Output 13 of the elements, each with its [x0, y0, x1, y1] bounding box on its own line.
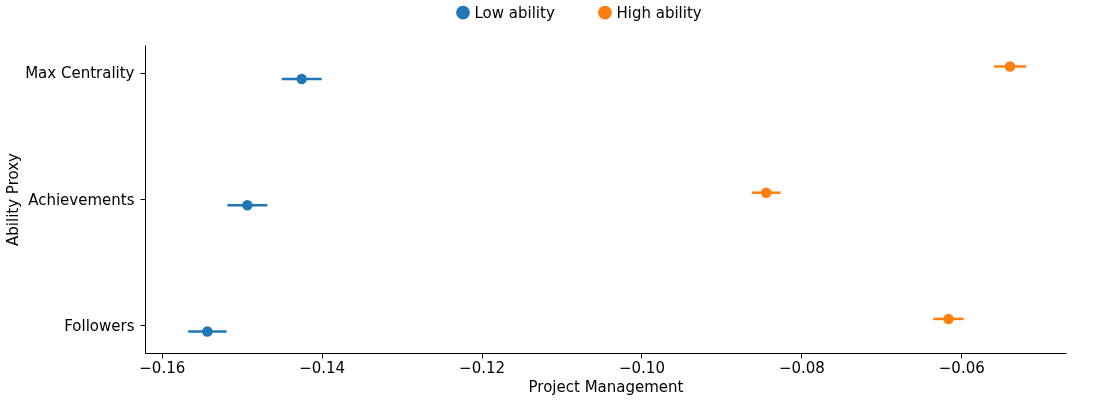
y-tick-label: Achievements: [28, 190, 135, 209]
x-tick-label: −0.08: [778, 358, 825, 377]
legend-label: Low ability: [474, 3, 555, 22]
x-tick-label: −0.06: [938, 358, 985, 377]
x-tick-label: −0.16: [139, 358, 186, 377]
x-tick-label: −0.14: [299, 358, 346, 377]
y-axis-title: Ability Proxy: [4, 152, 23, 246]
y-tick-label: Max Centrality: [25, 64, 135, 83]
legend-label: High ability: [616, 3, 702, 22]
x-tick-label: −0.12: [459, 358, 506, 377]
x-axis-title: Project Management: [528, 377, 684, 396]
y-tick-label: Followers: [64, 316, 135, 335]
x-tick-label: −0.10: [618, 358, 665, 377]
